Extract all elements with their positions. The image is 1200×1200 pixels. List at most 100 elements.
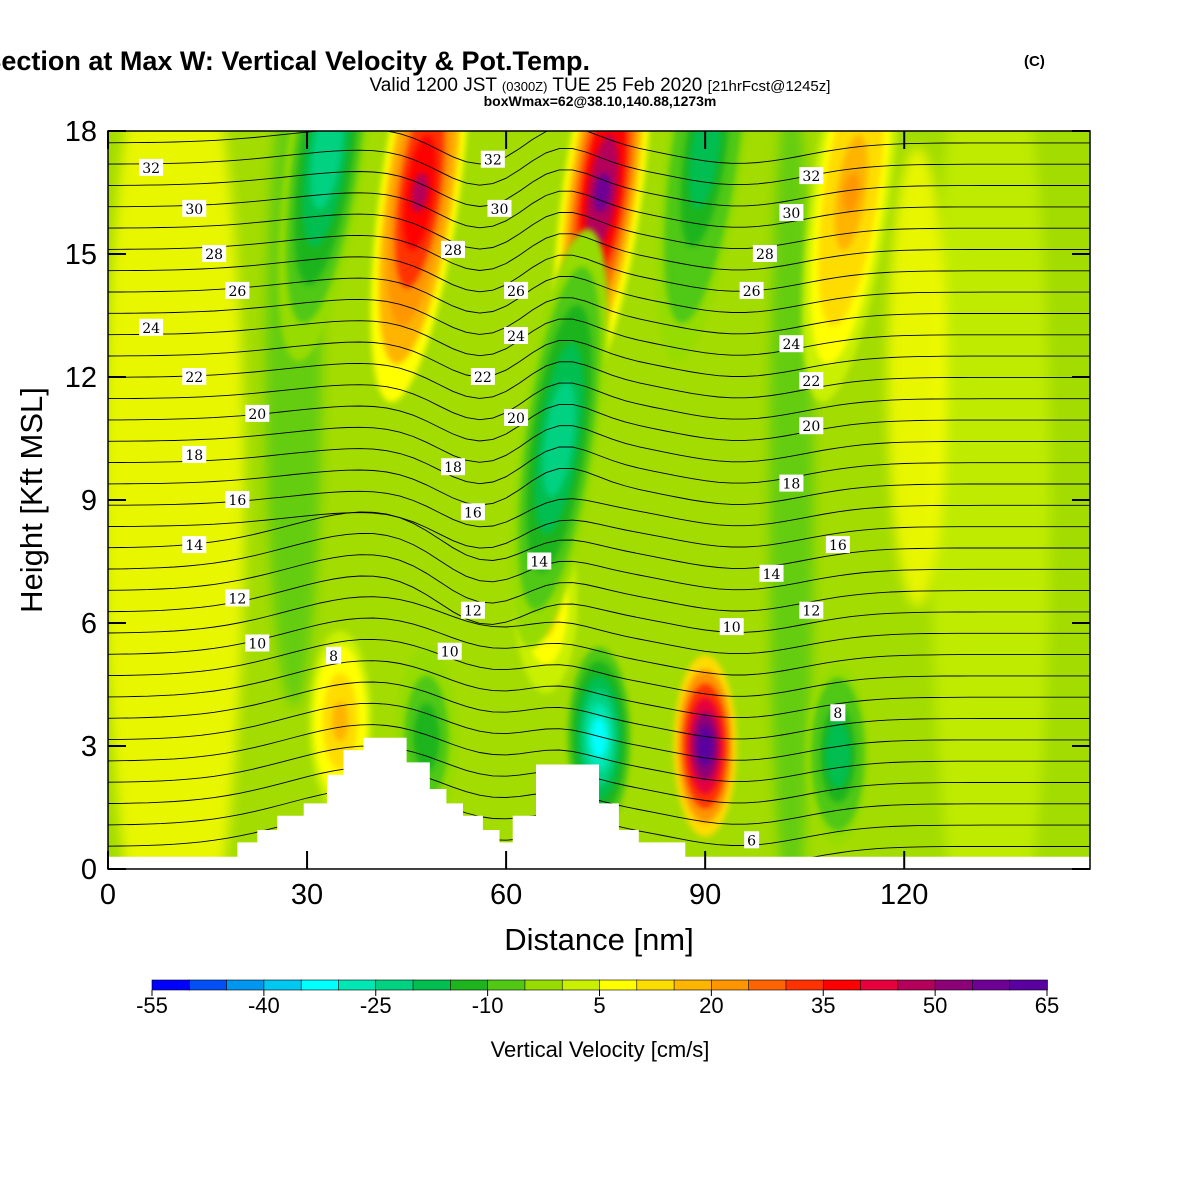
colorbar-swatch: [673, 979, 713, 991]
x-tick-label: 120: [880, 879, 928, 911]
isentrope-label: 30: [779, 204, 804, 222]
velocity-band: [887, 147, 948, 607]
isentrope-label: 26: [504, 281, 529, 300]
y-tick-label: 6: [81, 608, 97, 640]
svg-text:12: 12: [802, 604, 820, 620]
isentrope-label: 10: [719, 618, 744, 636]
colorbar-swatch: [226, 979, 265, 991]
colorbar-swatch: [375, 979, 414, 991]
y-tick-label: 9: [81, 485, 97, 517]
svg-text:12: 12: [464, 604, 482, 620]
colorbar-swatch: [450, 979, 489, 991]
isentrope-label: 8: [326, 646, 342, 665]
isentrope-label: 10: [245, 634, 270, 653]
svg-text:22: 22: [185, 370, 203, 386]
svg-text:30: 30: [491, 202, 509, 218]
terrain: [108, 737, 1090, 869]
colorbar-label: 20: [699, 993, 723, 1018]
isentrope-label: 12: [225, 589, 250, 607]
svg-text:10: 10: [248, 637, 266, 653]
colorbar-swatch: [300, 979, 340, 991]
y-tick-label: 3: [81, 731, 97, 763]
isentrope-label: 24: [139, 318, 164, 337]
svg-text:30: 30: [783, 206, 801, 222]
isentrope-label: 18: [779, 474, 804, 493]
isentrope-label: 16: [460, 503, 485, 521]
isentrope-line: [108, 297, 1090, 335]
svg-text:12: 12: [228, 591, 246, 607]
isentrope-label: 24: [779, 335, 804, 353]
valid-line: Valid 1200 JST (0300Z) TUE 25 Feb 2020 […: [370, 75, 831, 96]
forecast-info: [21hrFcst@1245z]: [708, 78, 831, 95]
x-tick-label: 0: [100, 879, 116, 911]
isentrope-line: [108, 190, 1090, 229]
isentrope-line: [108, 403, 1090, 442]
colorbar-swatch: [785, 979, 825, 991]
y-tick-label: 15: [65, 239, 97, 271]
isentrope-label: 32: [139, 158, 164, 177]
colorbar-swatch: [524, 979, 564, 991]
isentrope-line: [108, 575, 1090, 633]
y-tick-label: 12: [65, 362, 97, 394]
svg-text:24: 24: [142, 321, 160, 337]
svg-text:20: 20: [507, 411, 525, 427]
isentrope-line: [108, 318, 1090, 357]
isentrope-line: [108, 512, 1090, 549]
isentrope-line: [108, 660, 1090, 719]
colorbar-swatch: [599, 979, 638, 991]
isentrope-label: 16: [225, 491, 250, 509]
svg-text:14: 14: [763, 567, 781, 583]
colorbar-swatch: [188, 979, 228, 991]
colorbar-swatch: [151, 979, 191, 991]
y-axis-label: Height [Kft MSL]: [14, 387, 49, 613]
svg-text:28: 28: [756, 247, 774, 263]
velocity-band: [108, 131, 245, 869]
svg-text:8: 8: [329, 649, 338, 665]
isentrope-label: 20: [504, 409, 529, 427]
isentrope-label: 32: [799, 167, 824, 185]
isentrope-label: 12: [799, 601, 824, 620]
svg-text:22: 22: [474, 370, 492, 386]
colorbar-swatch: [711, 979, 750, 991]
colorbar: -55 -40 -25 -10 5 20 35 50 65: [136, 979, 1059, 1018]
colorbar-label: -25: [360, 993, 392, 1018]
isentrope-line: [108, 382, 1090, 421]
svg-text:16: 16: [228, 493, 246, 509]
isentrope-label: 22: [799, 372, 824, 390]
svg-text:20: 20: [248, 407, 266, 423]
isentrope-line: [108, 425, 1090, 463]
svg-text:18: 18: [444, 460, 462, 476]
isentrope-line: [108, 339, 1090, 378]
isentrope-line: [108, 554, 1090, 612]
isentrope-line: [108, 532, 1090, 591]
isentrope-line: [108, 148, 1090, 186]
colorbar-swatch: [897, 979, 936, 991]
colorbar-label: -40: [248, 993, 280, 1018]
isentrope-label: 18: [182, 445, 207, 464]
svg-text:24: 24: [783, 337, 801, 353]
downdraft-core: [806, 663, 870, 846]
isentrope-label: 6: [744, 831, 760, 849]
svg-text:26: 26: [743, 284, 761, 300]
isentrope-label: 12: [460, 601, 485, 620]
svg-text:32: 32: [484, 153, 502, 169]
x-axis-label: Distance [nm]: [504, 922, 694, 957]
terrain-profile: [108, 737, 1090, 869]
colorbar-swatch: [263, 979, 302, 991]
svg-text:24: 24: [507, 329, 525, 345]
axes: 0 30 60 90 120 0 3 6 9 12 15 18: [65, 116, 1090, 911]
svg-text:8: 8: [833, 706, 842, 722]
isentrope-label: 26: [739, 281, 764, 300]
isentrope-label: 28: [202, 245, 227, 263]
colorbar-label: -55: [136, 993, 168, 1018]
colorbar-swatch: [1009, 979, 1048, 991]
svg-text:18: 18: [185, 448, 203, 464]
isentrope-line: [108, 702, 1090, 761]
isentrope-line: [108, 212, 1090, 250]
svg-text:14: 14: [185, 538, 203, 554]
isentrope-line: [108, 254, 1090, 293]
isentrope-line: [108, 596, 1090, 655]
isentrope-label: 18: [441, 458, 466, 476]
colorbar-label: 35: [811, 993, 835, 1018]
isentrope-label: 14: [527, 552, 552, 571]
